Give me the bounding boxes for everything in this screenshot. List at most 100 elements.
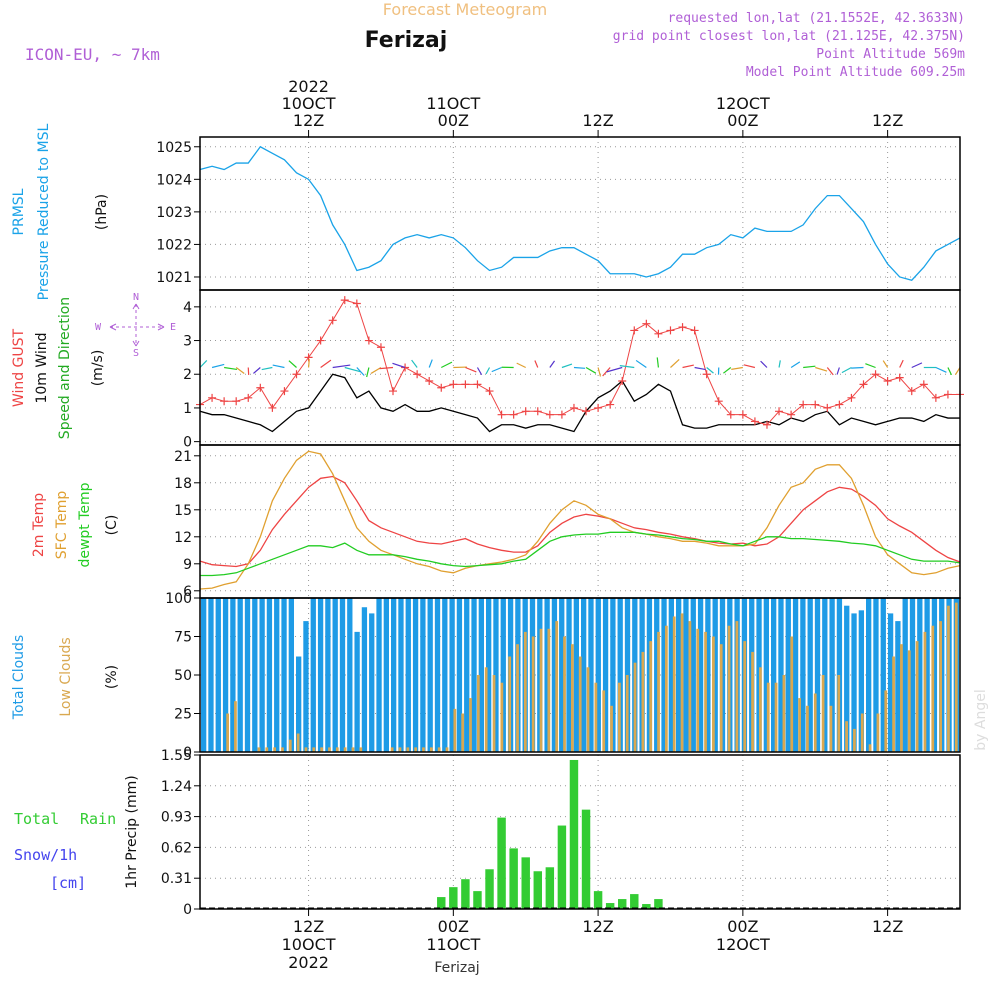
low-cloud-bar	[257, 747, 261, 752]
low-cloud-bar	[806, 705, 809, 752]
total-cloud-bar	[478, 598, 484, 752]
low-cloud-bar	[751, 651, 754, 752]
total-cloud-bar	[617, 598, 623, 752]
low-cloud-bar	[774, 682, 778, 752]
rain-bar	[557, 825, 567, 909]
total-cloud-bar	[456, 598, 463, 752]
gust-marker	[931, 393, 940, 402]
y-tick-label: 1	[183, 401, 192, 417]
low-cloud-bar	[343, 747, 347, 752]
gust-marker	[256, 383, 265, 392]
gust-marker	[642, 319, 651, 328]
gust-marker	[630, 326, 639, 335]
total-cloud-bar	[822, 598, 828, 752]
bottom-axis-label: 12Z	[872, 917, 903, 936]
wind-arrow	[476, 367, 483, 376]
total-cloud-bar	[566, 598, 572, 752]
total-cloud-bar	[785, 598, 791, 752]
wind-arrow	[288, 360, 297, 368]
low-cloud-bar	[304, 747, 308, 752]
total-cloud-bar	[866, 598, 872, 752]
compass-w: W	[95, 322, 102, 333]
bottom-axis-label: 12Z	[293, 917, 324, 936]
low-cloud-bar	[547, 628, 551, 752]
wind-arrow	[760, 360, 768, 368]
total-cloud-bar	[792, 598, 799, 752]
total-cloud-bar	[230, 598, 236, 752]
total-cloud-bar	[851, 613, 857, 752]
total-cloud-bar	[420, 598, 426, 752]
wind-arrow	[836, 367, 840, 375]
gust-marker	[762, 420, 771, 429]
temp-labels: 2m Temp SFC Temp dewpt Temp (C)	[31, 482, 120, 567]
low-cloud-bar	[469, 698, 472, 752]
total-cloud-bar	[486, 598, 492, 752]
low-cloud-bar	[907, 650, 911, 752]
total-cloud-bar	[595, 598, 601, 752]
y-tick-label: 1023	[156, 205, 192, 221]
low-cloud-bar	[429, 747, 433, 752]
gust-marker	[449, 380, 458, 389]
label-total: Total	[14, 810, 59, 828]
low-cloud-bar	[900, 644, 903, 752]
wind-gust-line	[199, 299, 960, 426]
wind-arrow	[211, 363, 225, 369]
wind-arrow	[935, 366, 947, 373]
panel-frame	[199, 754, 961, 910]
total-cloud-bar	[252, 598, 258, 752]
total-cloud-bar	[602, 598, 609, 752]
y-tick-label: 6	[183, 584, 192, 600]
temp-2m-line	[199, 475, 961, 568]
total-cloud-bar	[266, 598, 273, 752]
precip-bars	[200, 759, 960, 909]
low-cloud-bar	[500, 682, 504, 752]
gust-marker	[268, 403, 277, 412]
total-cloud-bar	[697, 598, 704, 752]
rain-bar	[545, 867, 555, 909]
wind-arrow	[706, 367, 714, 374]
low-cloud-bar	[696, 628, 700, 752]
point-altitude: Point Altitude 569m	[816, 47, 965, 62]
y-tick-label: 12	[174, 530, 192, 546]
low-cloud-bar	[273, 747, 276, 752]
label-total-clouds: Total Clouds	[11, 635, 27, 720]
total-cloud-bar	[274, 598, 280, 752]
label-10m-wind: 10m Wind	[34, 332, 50, 403]
label-speed-direction: Speed and Direction	[57, 297, 73, 439]
unit-precip: 1hr Precip (mm)	[124, 775, 140, 888]
gust-marker	[690, 326, 699, 335]
total-cloud-bar	[405, 598, 411, 752]
wind-arrow	[606, 366, 623, 373]
low-cloud-bar	[563, 636, 566, 752]
wind-arrow	[815, 366, 828, 372]
total-cloud-bar	[887, 613, 894, 752]
low-cloud-bar	[422, 747, 425, 752]
wind-arrow	[485, 367, 491, 375]
total-cloud-bar	[500, 598, 506, 752]
gust-marker	[654, 329, 663, 338]
wind-arrow	[561, 363, 573, 369]
label-snow-unit: [cm]	[50, 874, 86, 892]
total-cloud-bar	[361, 607, 368, 752]
footer-location: Ferizaj	[434, 960, 479, 976]
low-cloud-bar	[335, 747, 339, 752]
model-altitude: Model Point Altitude 609.25m	[746, 65, 965, 80]
low-cloud-bar	[743, 641, 747, 752]
gust-marker	[702, 370, 711, 379]
low-cloud-bar	[954, 602, 958, 752]
low-cloud-bar	[618, 682, 621, 752]
top-axis-label: 11OCT	[426, 94, 480, 113]
low-cloud-bar	[829, 705, 833, 752]
total-cloud-bar	[844, 605, 850, 752]
temp-sfc-line	[199, 450, 961, 590]
rain-bar	[497, 817, 506, 909]
wind-arrow	[320, 359, 332, 368]
wind-labels: Wind GUST 10m Wind Speed and Direction (…	[11, 292, 176, 439]
low-cloud-bar	[328, 747, 331, 752]
gust-marker	[799, 400, 808, 409]
wind-arrow	[635, 359, 647, 368]
grid-lines	[200, 137, 960, 910]
gust-marker	[750, 417, 759, 426]
gust-marker	[726, 410, 735, 419]
